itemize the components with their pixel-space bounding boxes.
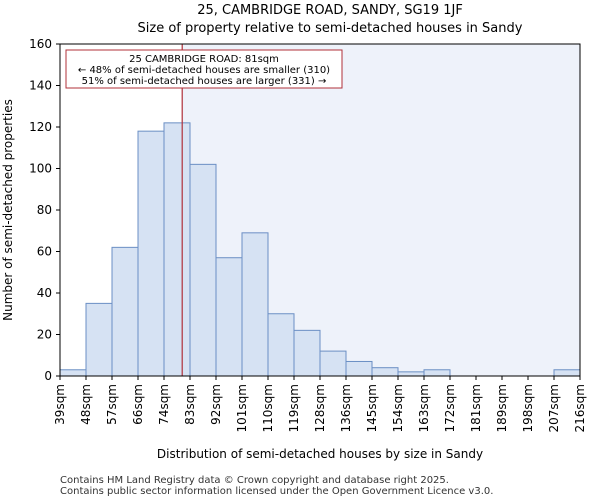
- x-tick-label: 163sqm: [417, 384, 431, 432]
- x-tick-label: 92sqm: [209, 384, 223, 425]
- y-ticks-group: 0 20 40 60 80 100 120 140 160: [29, 37, 60, 383]
- y-tick-label: 160: [29, 37, 52, 51]
- y-tick-label: 120: [29, 120, 52, 134]
- x-ticks-group: 39sqm 48sqm 57sqm 66sqm 74sqm 83sqm 92sqm 101sq…: [53, 376, 587, 432]
- x-tick-label: 207sqm: [547, 384, 561, 432]
- x-tick-label: 181sqm: [469, 384, 483, 432]
- bar-101sqm: [241, 232, 269, 377]
- plot-frame: [59, 43, 581, 377]
- chart-title: 25, CAMBRIDGE ROAD, SANDY, SG19 1JF: [197, 3, 463, 18]
- bar-48sqm: [85, 302, 113, 377]
- x-tick-label: 74sqm: [157, 384, 171, 425]
- y-tick-label: 100: [29, 162, 52, 176]
- bars-group: [59, 122, 581, 377]
- bar-136sqm: [345, 360, 373, 377]
- x-tick-label: 154sqm: [391, 384, 405, 432]
- bar-207sqm: [553, 369, 581, 377]
- bar-110sqm: [267, 313, 295, 377]
- x-axis-label: Distribution of semi-detached houses by …: [157, 447, 483, 461]
- annotation-line-1: 25 CAMBRIDGE ROAD: 81sqm: [129, 54, 279, 65]
- x-tick-label: 110sqm: [261, 384, 275, 432]
- y-tick-label: 0: [44, 369, 52, 383]
- x-tick-label: 57sqm: [105, 384, 119, 425]
- bar-57sqm: [111, 246, 139, 377]
- bar-119sqm: [293, 329, 321, 377]
- bar-74sqm: [163, 122, 191, 377]
- bar-145sqm: [371, 367, 399, 377]
- x-tick-label: 145sqm: [365, 384, 379, 432]
- x-tick-label: 128sqm: [313, 384, 327, 432]
- bar-128sqm: [319, 350, 347, 377]
- x-tick-label: 83sqm: [183, 384, 197, 425]
- y-tick-label: 60: [37, 245, 52, 259]
- x-tick-label: 66sqm: [131, 384, 145, 425]
- bar-83sqm: [189, 163, 217, 377]
- footer-line-2: Contains public sector information licen…: [60, 486, 493, 497]
- bar-39sqm: [59, 369, 87, 377]
- y-tick-label: 140: [29, 79, 52, 93]
- annotation-frame: [65, 49, 343, 89]
- bar-92sqm: [215, 257, 243, 377]
- x-tick-label: 101sqm: [235, 384, 249, 432]
- annotation-box: 25 CAMBRIDGE ROAD: 81sqm ← 48% of semi-d…: [65, 49, 343, 89]
- y-tick-label: 20: [37, 328, 52, 342]
- plot-area: 0 20 40 60 80 100 120 140 160 39sqm 48sqm 57sqm 66s…: [29, 37, 587, 432]
- x-tick-label: 119sqm: [287, 384, 301, 432]
- x-tick-label: 136sqm: [339, 384, 353, 432]
- x-tick-label: 198sqm: [521, 384, 535, 432]
- x-tick-label: 172sqm: [443, 384, 457, 432]
- bar-66sqm: [137, 130, 165, 377]
- chart-subtitle: Size of property relative to semi-detach…: [138, 21, 523, 36]
- footer-line-1: Contains HM Land Registry data © Crown c…: [60, 475, 449, 486]
- x-tick-label: 189sqm: [495, 384, 509, 432]
- x-tick-label: 39sqm: [53, 384, 67, 425]
- bar-163sqm: [423, 369, 451, 377]
- x-tick-label: 216sqm: [573, 384, 587, 432]
- annotation-line-3: 51% of semi-detached houses are larger (…: [82, 76, 327, 87]
- annotation-line-2: ← 48% of semi-detached houses are smalle…: [78, 65, 330, 76]
- y-tick-label: 80: [37, 203, 52, 217]
- bar-154sqm: [397, 371, 425, 377]
- y-axis-label: Number of semi-detached properties: [1, 99, 15, 321]
- y-tick-label: 40: [37, 286, 52, 300]
- x-tick-label: 48sqm: [79, 384, 93, 425]
